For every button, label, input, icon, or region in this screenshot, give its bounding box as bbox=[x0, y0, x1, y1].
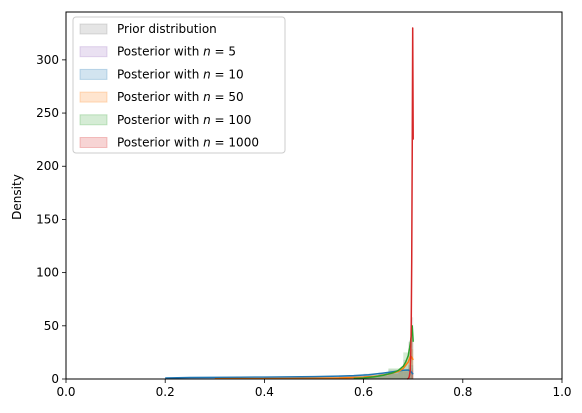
legend: Prior distribution Posterior with n = 5 Po… bbox=[72, 16, 286, 154]
y-tick-label: 250 bbox=[36, 106, 59, 120]
histogram-bar bbox=[403, 352, 411, 379]
y-tick-label: 150 bbox=[36, 212, 59, 226]
histogram-bar bbox=[388, 369, 404, 379]
legend-swatch bbox=[79, 114, 108, 126]
y-tick-label: 200 bbox=[36, 159, 59, 173]
histogram-bar bbox=[378, 372, 399, 379]
y-axis: 0 50 100 150 200 250 300 bbox=[36, 53, 66, 386]
histogram-bar bbox=[398, 371, 409, 379]
x-tick-label: 0.0 bbox=[56, 385, 75, 399]
x-tick-label: 0.4 bbox=[255, 385, 274, 399]
histogram-bar bbox=[378, 373, 399, 379]
legend-entry-label: Prior distribution bbox=[117, 22, 217, 36]
x-tick-label: 0.6 bbox=[354, 385, 373, 399]
y-tick-label: 0 bbox=[51, 372, 59, 386]
histogram-bar bbox=[408, 368, 414, 379]
axes-frame bbox=[65, 11, 563, 380]
legend-entry-label: Posterior with n = 1000 bbox=[117, 136, 259, 150]
density-line bbox=[407, 27, 414, 380]
legend-swatch bbox=[79, 91, 108, 103]
legend-swatch bbox=[79, 137, 108, 148]
legend-entry-label: Posterior with n = 100 bbox=[117, 113, 251, 127]
histogram-bar bbox=[410, 370, 414, 379]
x-tick-label: 0.8 bbox=[453, 385, 472, 399]
x-tick-label: 1.0 bbox=[552, 385, 571, 399]
histogram-bar bbox=[363, 375, 389, 379]
histogram-bar bbox=[398, 369, 409, 379]
legend-swatch bbox=[79, 46, 108, 58]
histogram-bar bbox=[388, 368, 404, 379]
legend-entry-label: Posterior with n = 10 bbox=[117, 67, 244, 81]
y-axis-label: Density bbox=[10, 174, 24, 220]
x-tick-label: 0.2 bbox=[156, 385, 175, 399]
histogram-bar bbox=[378, 373, 399, 379]
x-axis: 0.0 0.2 0.4 0.6 0.8 1.0 bbox=[56, 379, 572, 399]
histogram-bar bbox=[398, 369, 409, 379]
legend-swatch bbox=[79, 68, 108, 80]
y-tick-label: 100 bbox=[36, 266, 59, 280]
density-line bbox=[165, 369, 414, 379]
legend-box bbox=[72, 16, 286, 154]
legend-entry-label: Posterior with n = 5 bbox=[117, 45, 236, 59]
histogram-bar bbox=[410, 317, 414, 379]
y-tick-label: 300 bbox=[36, 53, 59, 67]
y-tick-label: 50 bbox=[44, 319, 59, 333]
kde-line-layer bbox=[165, 27, 414, 380]
legend-swatch bbox=[79, 23, 108, 35]
legend-entry-label: Posterior with n = 50 bbox=[117, 90, 244, 104]
